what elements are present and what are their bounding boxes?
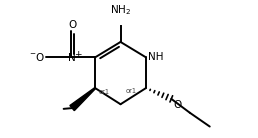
Text: O: O: [173, 100, 181, 110]
Text: or1: or1: [98, 89, 109, 95]
Text: +: +: [74, 50, 81, 59]
Text: O: O: [68, 20, 76, 30]
Text: NH: NH: [148, 52, 163, 62]
Text: NH$_2$: NH$_2$: [110, 4, 131, 17]
Text: or1: or1: [125, 88, 136, 94]
Text: $^{-}$O: $^{-}$O: [29, 51, 45, 63]
Text: N: N: [68, 53, 76, 63]
Polygon shape: [70, 88, 95, 111]
